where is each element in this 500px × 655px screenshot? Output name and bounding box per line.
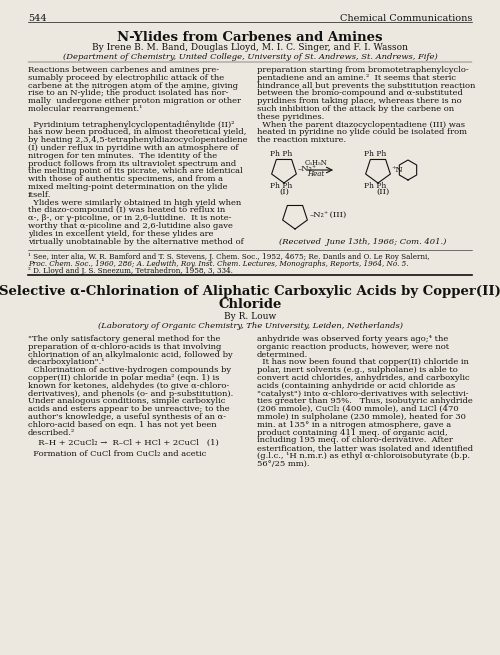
Text: By R. Louw: By R. Louw bbox=[224, 312, 276, 321]
Text: worthy that α-picoline and 2,6-lutidine also gave: worthy that α-picoline and 2,6-lutidine … bbox=[28, 222, 233, 230]
Text: (206 mmole), CuCl₂ (400 mmole), and LiCl (470: (206 mmole), CuCl₂ (400 mmole), and LiCl… bbox=[257, 405, 458, 413]
Text: C₅H₅N: C₅H₅N bbox=[304, 159, 328, 167]
Text: by heating 2,3,4,5-tetraphenyldiazocyclopentadiene: by heating 2,3,4,5-tetraphenyldiazocyclo… bbox=[28, 136, 248, 144]
Text: such inhibition of the attack by the carbene on: such inhibition of the attack by the car… bbox=[257, 105, 454, 113]
Text: product follows from its ultraviolet spectrum and: product follows from its ultraviolet spe… bbox=[28, 160, 236, 168]
Text: acids (containing anhydride or acid chloride as: acids (containing anhydride or acid chlo… bbox=[257, 382, 455, 390]
Text: between the bromo-compound and α-substituted: between the bromo-compound and α-substit… bbox=[257, 89, 463, 98]
Text: pentadiene and an amine.²  It seems that steric: pentadiene and an amine.² It seems that … bbox=[257, 74, 456, 82]
Text: itself.: itself. bbox=[28, 191, 52, 199]
Text: Ph Ph: Ph Ph bbox=[270, 150, 292, 158]
Text: 56°/25 mm).: 56°/25 mm). bbox=[257, 460, 310, 468]
Text: hindrance all but prevents the substitution reaction: hindrance all but prevents the substitut… bbox=[257, 82, 476, 90]
Text: chloro-acid based on eqn. 1 has not yet been: chloro-acid based on eqn. 1 has not yet … bbox=[28, 421, 216, 429]
Text: copper(II) chloride in polar media² (eqn. 1) is: copper(II) chloride in polar media² (eqn… bbox=[28, 374, 220, 382]
Text: polar, inert solvents (e.g., sulpholane) is able to: polar, inert solvents (e.g., sulpholane)… bbox=[257, 366, 458, 374]
Text: Formation of CuCl from CuCl₂ and acetic: Formation of CuCl from CuCl₂ and acetic bbox=[28, 450, 206, 458]
Text: the diazo-compound (I) was heated to reflux in: the diazo-compound (I) was heated to ref… bbox=[28, 206, 225, 214]
Text: Proc. Chem. Soc., 1960, 286; A. Ledwith, Roy. Inst. Chem. Lectures, Monographs, : Proc. Chem. Soc., 1960, 286; A. Ledwith,… bbox=[28, 260, 408, 268]
Text: By Irene B. M. Band, Douglas Lloyd, M. I. C. Singer, and F. I. Wasson: By Irene B. M. Band, Douglas Lloyd, M. I… bbox=[92, 43, 408, 52]
Text: convert acid chlorides, anhydrides, and carboxylic: convert acid chlorides, anhydrides, and … bbox=[257, 374, 470, 382]
Text: preparation starting from bromotetraphenylcyclo-: preparation starting from bromotetraphen… bbox=[257, 66, 469, 74]
Text: product containing 411 meq. of organic acid,: product containing 411 meq. of organic a… bbox=[257, 428, 448, 437]
Text: When the parent diazocyclopentadiene (III) was: When the parent diazocyclopentadiene (II… bbox=[257, 121, 465, 128]
Text: molecular rearrangement.¹: molecular rearrangement.¹ bbox=[28, 105, 142, 113]
Text: virtually unobtainable by the alternative method of: virtually unobtainable by the alternativ… bbox=[28, 238, 244, 246]
Text: author's knowledge, a useful synthesis of an α-: author's knowledge, a useful synthesis o… bbox=[28, 413, 226, 421]
Text: "catalyst") into α-chloro-derivatives with selectivi-: "catalyst") into α-chloro-derivatives wi… bbox=[257, 390, 468, 398]
Text: (g.l.c., ¹H n.m.r.) as ethyl α-chloroisobutyrate (b.p.: (g.l.c., ¹H n.m.r.) as ethyl α-chloroiso… bbox=[257, 452, 470, 460]
Text: carbene at the nitrogen atom of the amine, giving: carbene at the nitrogen atom of the amin… bbox=[28, 82, 238, 90]
Text: organic reaction products, however, were not: organic reaction products, however, were… bbox=[257, 343, 449, 351]
Text: Chlorination of active-hydrogen compounds by: Chlorination of active-hydrogen compound… bbox=[28, 366, 231, 374]
Text: derivatives), and phenols (o- and p-substitution).: derivatives), and phenols (o- and p-subs… bbox=[28, 390, 233, 398]
Text: anhydride was observed forty years ago;⁴ the: anhydride was observed forty years ago;⁴… bbox=[257, 335, 448, 343]
Text: (II): (II) bbox=[376, 188, 390, 196]
Text: min. at 135° in a nitrogen atmosphere, gave a: min. at 135° in a nitrogen atmosphere, g… bbox=[257, 421, 451, 429]
Text: sumably proceed by electrophilic attack of the: sumably proceed by electrophilic attack … bbox=[28, 74, 224, 82]
Text: Chemical Communications: Chemical Communications bbox=[340, 14, 472, 23]
Text: –N₂⁺: –N₂⁺ bbox=[310, 211, 329, 219]
Text: Ph Ph: Ph Ph bbox=[364, 150, 386, 158]
Text: (I) under reflux in pyridine with an atmosphere of: (I) under reflux in pyridine with an atm… bbox=[28, 144, 238, 152]
Text: 544: 544 bbox=[28, 14, 46, 23]
Text: chlorination of an alkylmalonic acid, followed by: chlorination of an alkylmalonic acid, fo… bbox=[28, 350, 233, 358]
Text: –N₂⁺: –N₂⁺ bbox=[298, 165, 318, 173]
Text: Under analogous conditions, simple carboxylic: Under analogous conditions, simple carbo… bbox=[28, 398, 226, 405]
Text: described.²: described.² bbox=[28, 428, 75, 437]
Text: pyridines from taking place, whereas there is no: pyridines from taking place, whereas the… bbox=[257, 97, 462, 105]
Text: the melting point of its picrate, which are identical: the melting point of its picrate, which … bbox=[28, 168, 243, 176]
Text: It has now been found that copper(II) chloride in: It has now been found that copper(II) ch… bbox=[257, 358, 469, 366]
Text: Ph Ph: Ph Ph bbox=[364, 182, 386, 190]
Text: decarboxylation".¹: decarboxylation".¹ bbox=[28, 358, 106, 366]
Text: known for ketones, aldehydes (to give α-chloro-: known for ketones, aldehydes (to give α-… bbox=[28, 382, 229, 390]
Text: mixed melting-point determination on the ylide: mixed melting-point determination on the… bbox=[28, 183, 228, 191]
Text: rise to an N-ylide; the product isolated has nor-: rise to an N-ylide; the product isolated… bbox=[28, 89, 228, 98]
Text: including 195 meq. of chloro-derivative.  After: including 195 meq. of chloro-derivative.… bbox=[257, 436, 453, 444]
Text: N-Ylides from Carbenes and Amines: N-Ylides from Carbenes and Amines bbox=[117, 31, 383, 44]
Text: Ph Ph: Ph Ph bbox=[270, 182, 292, 190]
Text: Pyridinium tetraphenylcyclopentadiênylide (II)²: Pyridinium tetraphenylcyclopentadiênyli… bbox=[28, 121, 234, 129]
Text: R–H + 2CuCl₂ →  R–Cl + HCl + 2CuCl   (1): R–H + 2CuCl₂ → R–Cl + HCl + 2CuCl (1) bbox=[33, 438, 219, 447]
Text: mally  undergone either proton migration or other: mally undergone either proton migration … bbox=[28, 97, 241, 105]
Text: (Department of Chemistry, United College, University of St. Andrews, St. Andrews: (Department of Chemistry, United College… bbox=[62, 53, 438, 61]
Text: Reactions between carbenes and amines pre-: Reactions between carbenes and amines pr… bbox=[28, 66, 219, 74]
Text: "The only satisfactory general method for the: "The only satisfactory general method fo… bbox=[28, 335, 220, 343]
Text: (Received  June 13th, 1966; Com. 401.): (Received June 13th, 1966; Com. 401.) bbox=[280, 238, 446, 246]
Text: acids and esters appear to be unreactive; to the: acids and esters appear to be unreactive… bbox=[28, 405, 230, 413]
Text: with those of authentic specimens, and from a: with those of authentic specimens, and f… bbox=[28, 175, 223, 183]
Text: preparation of α-chloro-acids is that involving: preparation of α-chloro-acids is that in… bbox=[28, 343, 222, 351]
Text: the reaction mixture.: the reaction mixture. bbox=[257, 136, 346, 144]
Text: ties greater than 95%.   Thus, isobutyric anhydride: ties greater than 95%. Thus, isobutyric … bbox=[257, 398, 473, 405]
Text: determined.: determined. bbox=[257, 350, 308, 358]
Text: (Laboratory of Organic Chemistry, The University, Leiden, Netherlands): (Laboratory of Organic Chemistry, The Un… bbox=[98, 322, 403, 330]
Text: nitrogen for ten minutes.  The identity of the: nitrogen for ten minutes. The identity o… bbox=[28, 152, 217, 160]
Text: Ylides were similarly obtained in high yield when: Ylides were similarly obtained in high y… bbox=[28, 198, 241, 206]
Text: (III): (III) bbox=[327, 211, 346, 219]
Text: ylides in excellent yield, for these ylides are: ylides in excellent yield, for these yli… bbox=[28, 230, 214, 238]
Text: Chloride: Chloride bbox=[218, 298, 282, 311]
Text: α-, β-, or γ-picoline, or in 2,6-lutidine.  It is note-: α-, β-, or γ-picoline, or in 2,6-lutidin… bbox=[28, 214, 232, 222]
Text: mmole) in sulpholane (230 mmole), heated for 30: mmole) in sulpholane (230 mmole), heated… bbox=[257, 413, 466, 421]
Text: these pyridines.: these pyridines. bbox=[257, 113, 324, 121]
Text: Heat: Heat bbox=[308, 170, 324, 178]
Text: Selective α-Chlorination of Aliphatic Carboxylic Acids by Copper(II): Selective α-Chlorination of Aliphatic Ca… bbox=[0, 285, 500, 298]
Text: (I): (I) bbox=[279, 188, 289, 196]
Text: ⁺N: ⁺N bbox=[391, 166, 403, 174]
Text: ¹ See, inter alia, W. R. Bamford and T. S. Stevens, J. Chem. Soc., 1952, 4675; R: ¹ See, inter alia, W. R. Bamford and T. … bbox=[28, 253, 429, 261]
Text: has now been produced, in almost theoretical yield,: has now been produced, in almost theoret… bbox=[28, 128, 246, 136]
Text: esterification, the latter was isolated and identified: esterification, the latter was isolated … bbox=[257, 444, 473, 452]
Text: heated in pyridine no ylide could be isolated from: heated in pyridine no ylide could be iso… bbox=[257, 128, 467, 136]
Text: ² D. Lloyd and J. S. Sneezum, Tetrahedron, 1958, 3, 334.: ² D. Lloyd and J. S. Sneezum, Tetrahedro… bbox=[28, 267, 233, 275]
